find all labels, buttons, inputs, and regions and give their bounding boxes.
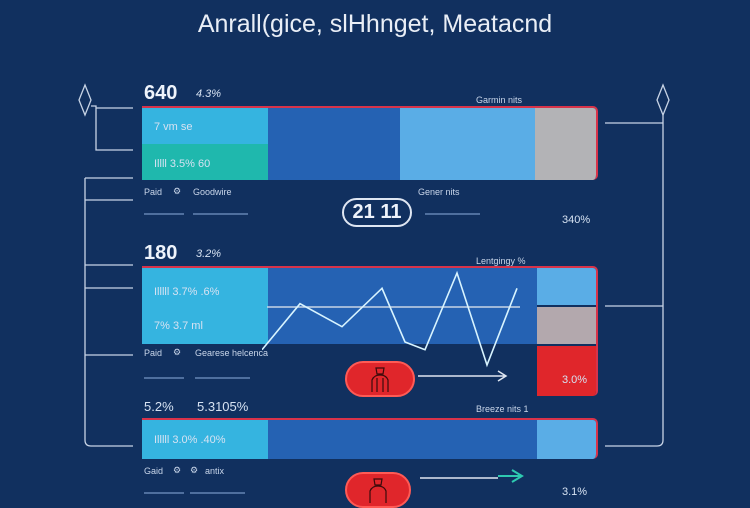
panel2-row1: Illlll 3.7% .6% (154, 286, 220, 298)
trend-chart (262, 270, 520, 368)
divider (425, 213, 480, 215)
person-icon (371, 367, 389, 392)
panel1-foot-left: Paid (144, 187, 163, 197)
segment-cyan (142, 108, 268, 144)
panel1-value: 640 (144, 82, 178, 104)
arrow-right-icon (418, 370, 508, 382)
segment-light (537, 268, 596, 305)
panel1-right-label: Garmin nits (476, 95, 523, 105)
divider (144, 492, 184, 494)
segment-cyan (142, 420, 268, 459)
gear-icon: ⚙ (173, 347, 182, 357)
panel2-value: 180 (144, 242, 178, 264)
panel2-row2: 7% 3.7 ml (154, 320, 203, 332)
panel2-foot-left: Paid (144, 348, 163, 358)
panel3-side-pct: 3.1% (562, 486, 588, 498)
gear-icon: ⚙ (173, 186, 182, 196)
person-icon (369, 478, 387, 503)
panel1-row1: 7 vm se (154, 121, 193, 133)
segment-red (537, 346, 596, 396)
trend-line (262, 270, 518, 368)
diamond-icon (78, 83, 92, 117)
panel3-value: 5.2% (144, 399, 174, 414)
panel3-pct: 5.3105% (197, 399, 249, 414)
arrow-right-icon (420, 469, 524, 483)
panel1-bar[interactable]: 7 vm se Illll 3.5% 60 (142, 106, 598, 180)
gear-icon: ⚙ (173, 465, 182, 475)
panel3-foot-left: Gaid (144, 466, 164, 476)
panel3-row1: Illlll 3.0% .40% (154, 434, 226, 446)
count-badge[interactable]: 21 11 (342, 198, 412, 227)
divider (144, 213, 184, 215)
segment-light (400, 108, 535, 180)
panel2-pct: 3.2% (196, 248, 222, 260)
divider (190, 492, 245, 494)
segment-light (537, 420, 596, 459)
user-button[interactable] (345, 361, 415, 397)
panel1-pct: 4.3% (196, 88, 222, 100)
panel2-right-label: Lentgingy % (476, 256, 526, 266)
gear-icon: ⚙ (190, 465, 199, 475)
divider (193, 213, 248, 215)
panel1-foot-mid: Goodwire (193, 187, 232, 197)
panel2-side-pct: 3.0% (562, 374, 588, 386)
page-title: Anrall(gice, slHhnget, Meatacnd (197, 10, 553, 38)
segment-blue (268, 108, 400, 180)
panel3-right-label: Breeze nits 1 (476, 404, 529, 414)
divider (195, 377, 250, 379)
segment-gray (537, 307, 596, 344)
segment-cyan (142, 268, 268, 344)
divider (144, 377, 184, 379)
panel2-bar[interactable]: Illlll 3.7% .6% 7% 3.7 ml 3.0% (142, 266, 598, 396)
panel3-foot-mid: antix (205, 466, 225, 476)
segment-gray (535, 108, 596, 180)
segment-blue (268, 268, 537, 344)
panel1-side-pct: 340% (562, 214, 591, 226)
panel1-foot-right: Gener nits (418, 187, 460, 197)
diamond-icon (656, 83, 670, 117)
panel2-foot-mid: Gearese helcenca (195, 348, 269, 358)
segment-blue (268, 420, 537, 459)
panel1-row2: Illll 3.5% 60 (154, 158, 211, 170)
user-button[interactable] (345, 472, 411, 508)
panel3-bar[interactable]: Illlll 3.0% .40% (142, 418, 598, 459)
segment-teal (142, 144, 268, 180)
